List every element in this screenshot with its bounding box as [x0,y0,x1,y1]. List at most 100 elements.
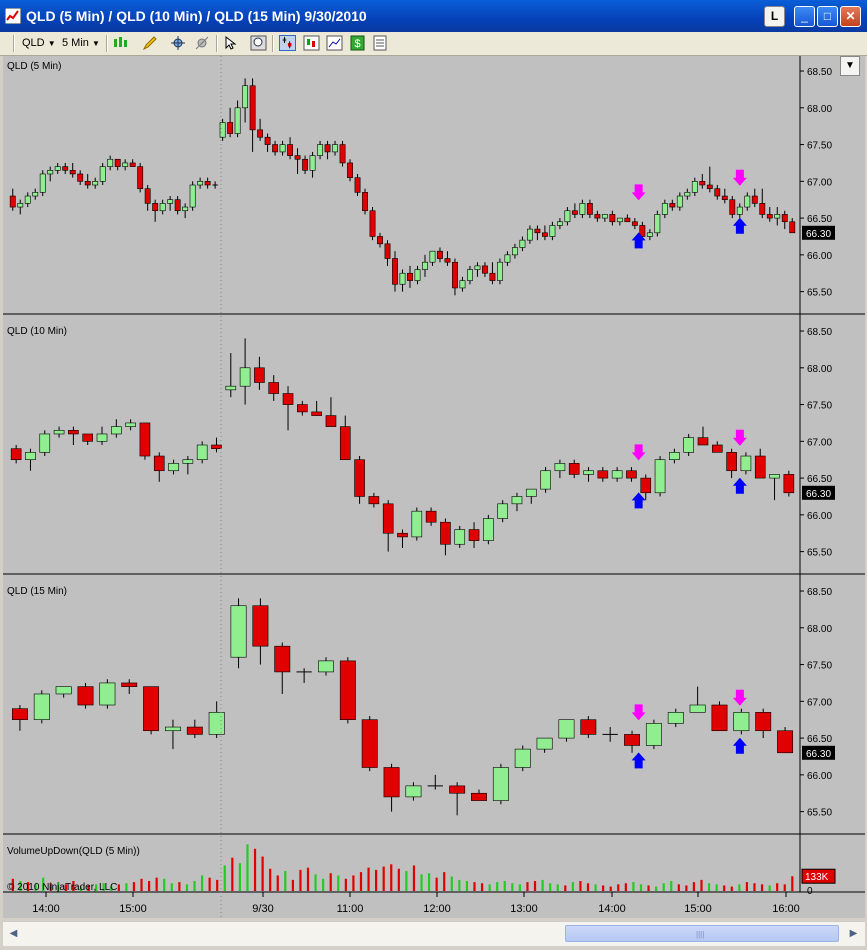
horizontal-scrollbar[interactable]: ◀ |||| ▶ [3,921,865,946]
candle-body [721,195,728,201]
candle-body [556,221,563,226]
candle-body [597,470,609,479]
crosshair-icon[interactable] [170,35,187,51]
volume-bar [692,882,696,891]
candle-body [568,463,580,475]
candle-body [468,529,480,541]
volume-bar [549,883,552,891]
candle-body [489,272,496,281]
volume-bar [382,866,385,891]
scroll-left-arrow-icon[interactable]: ◀ [9,928,18,939]
toolbar-separator [272,35,274,52]
volume-bar [458,879,461,891]
volume-bar [662,883,665,891]
copyright-text: © 2010 NinjaTrader, LLC [7,882,118,893]
candle-body [452,261,458,289]
candle-body [777,730,794,754]
candle-body [440,521,451,545]
maximize-button[interactable]: □ [817,6,838,27]
candle-body [332,144,338,153]
candle-body [339,144,346,164]
candle-body [683,437,694,453]
candle-body [541,232,548,237]
last-price-box [802,225,835,240]
candle-body [77,173,84,182]
volume-bar [314,874,317,891]
data-box-icon[interactable] [303,35,320,51]
candle-body [425,510,437,523]
candle-body [325,415,337,427]
candle-body [611,470,623,479]
interval-selector[interactable]: 5 Min ▼ [62,34,100,52]
chart-properties-icon[interactable] [279,35,296,51]
candle-body [454,529,466,545]
volume-bar [427,873,431,891]
time-tick-label: 15:00 [119,903,147,915]
candle-body [564,210,571,223]
panel-label-volume: VolumeUpDown(QLD (5 Min)) [7,846,140,857]
chart-area[interactable]: 68.50 68.00 67.50 67.00 66.50 66.00 65.50 66.30… [3,56,865,918]
volume-bar [238,863,242,891]
price-tick-label: 67.50 [807,401,832,412]
chart-dropdown-button[interactable]: ▼ [840,56,860,76]
volume-bar [405,871,408,891]
candle-body [24,195,31,204]
crosshair-global-icon[interactable] [194,35,211,51]
volume-bar [178,882,181,891]
candle-body [571,210,578,215]
volume-bar [503,881,506,891]
volume-bar [677,884,680,891]
price-tick-label: 68.50 [807,327,832,338]
toolbar-separator [216,35,218,52]
price-tick-label: 67.00 [807,177,832,188]
pointer-icon[interactable] [222,35,239,51]
candle-body [369,210,376,237]
link-button[interactable]: L [764,6,785,27]
scroll-right-arrow-icon[interactable]: ▶ [849,928,858,939]
candlestick-style-icon[interactable] [112,35,129,51]
candle-body [661,203,668,215]
volume-bar [533,881,537,891]
candle-body [497,261,503,281]
candle-body [297,404,308,413]
signal-down-arrow [631,184,646,201]
candle-body [121,682,138,687]
volume-bar [57,882,60,891]
minimize-button[interactable]: _ [794,6,815,27]
candle-body [339,426,351,461]
volume-bar [216,879,219,891]
zoom-icon[interactable] [250,35,267,51]
close-button[interactable]: ✕ [840,6,861,27]
candle-body [69,169,76,175]
signal-up-arrow [631,492,646,509]
candle-body [39,173,46,193]
properties-icon[interactable] [372,35,389,51]
indicators-icon[interactable] [326,35,343,51]
strategies-icon[interactable]: $ [349,35,366,51]
volume-bar [231,857,234,891]
volume-bar [117,884,120,891]
candle-body [174,199,181,212]
candle-body [32,192,39,197]
pencil-drawing-icon[interactable] [142,35,159,51]
volume-bar [602,885,605,891]
candle-body [497,503,508,519]
volume-bar [670,881,673,891]
volume-bar [753,883,756,891]
volume-bar [390,864,393,891]
volume-tick-label: 0 [807,886,813,897]
candle-body [99,682,116,706]
time-tick-label: 13:00 [510,903,538,915]
chart-canvas[interactable]: 68.50 68.00 67.50 67.00 66.50 66.00 65.50 66.30… [3,56,865,918]
chevron-down-icon: ▼ [91,39,100,48]
scroll-thumb[interactable]: |||| [565,925,839,942]
instrument-selector[interactable]: QLD ▼ [22,34,56,52]
volume-bar [26,882,30,891]
candle-body [368,496,380,505]
volume-bar [193,881,196,891]
candle-body [196,444,208,461]
candle-body [726,452,737,472]
candle-body [511,496,523,505]
candle-body [399,272,406,285]
volume-bar [359,872,363,891]
